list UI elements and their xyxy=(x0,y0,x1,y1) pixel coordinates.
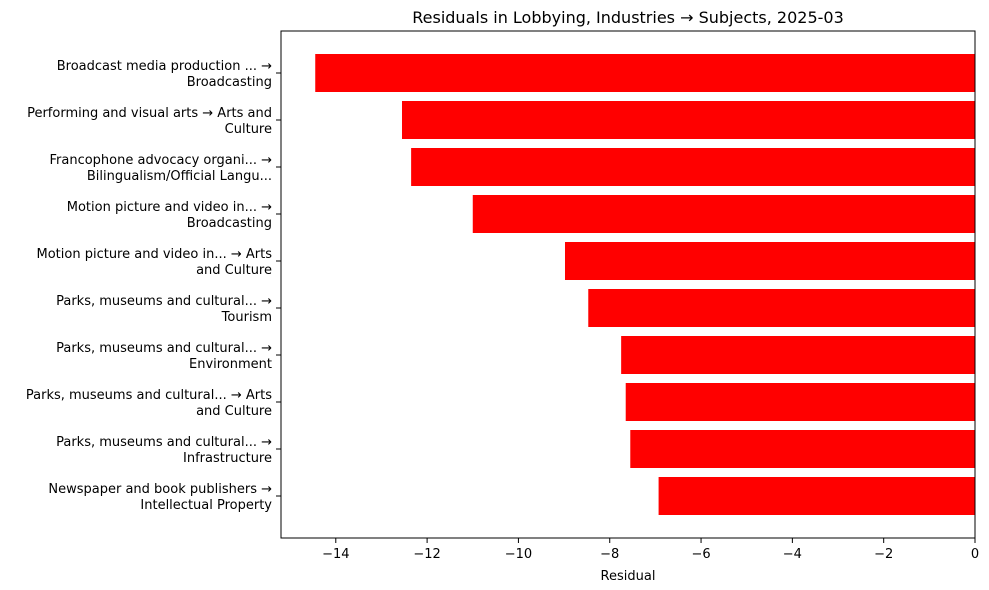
y-category-label: Motion picture and video in... → Arts and… xyxy=(37,247,273,278)
plot-frame xyxy=(280,30,976,539)
x-tick-label: −14 xyxy=(322,547,349,562)
x-ticks-group: −14 −12 −10 −8 −6 −4 −2 0 xyxy=(322,538,979,562)
y-category-label-line: Bilingualism/Official Langu... xyxy=(87,169,272,184)
y-category-label-line: Culture xyxy=(225,122,272,137)
y-category-label-line: Broadcast media production ... → xyxy=(57,59,272,74)
y-category-label-line: Parks, museums and cultural... → xyxy=(56,435,272,450)
bar xyxy=(630,430,975,468)
y-category-label-line: Environment xyxy=(189,357,272,372)
y-category-label: Parks, museums and cultural... → Tourism xyxy=(56,294,272,325)
y-category-label-line: Parks, museums and cultural... → xyxy=(56,341,272,356)
y-category-label-line: Francophone advocacy organi... → xyxy=(49,153,272,168)
bar xyxy=(411,148,975,186)
y-category-label-line: Motion picture and video in... → Arts xyxy=(37,247,273,262)
y-category-label: Parks, museums and cultural... → Environm… xyxy=(56,341,272,372)
y-category-label-line: and Culture xyxy=(196,263,272,278)
y-category-label-line: and Culture xyxy=(196,404,272,419)
y-category-label-line: Broadcasting xyxy=(187,216,272,231)
bar xyxy=(564,242,975,280)
bar xyxy=(401,101,975,139)
bar xyxy=(625,383,975,421)
x-tick-label: −12 xyxy=(413,547,440,562)
y-category-label-line: Infrastructure xyxy=(183,451,272,466)
y-category-label-line: Motion picture and video in... → xyxy=(67,200,272,215)
chart-title: Residuals in Lobbying, Industries → Subj… xyxy=(412,8,844,27)
bar xyxy=(472,195,975,233)
y-category-label-line: Broadcasting xyxy=(187,75,272,90)
y-category-label-line: Tourism xyxy=(221,310,272,325)
y-category-label-line: Intellectual Property xyxy=(140,498,272,513)
x-tick-label: −10 xyxy=(505,547,532,562)
y-category-label: Francophone advocacy organi... → Bilingua… xyxy=(49,153,272,184)
bar xyxy=(621,336,975,374)
bar xyxy=(588,289,975,327)
y-category-label-line: Newspaper and book publishers → xyxy=(48,482,272,497)
x-tick-label: 0 xyxy=(971,547,979,562)
x-tick-label: −6 xyxy=(691,547,710,562)
x-tick-label: −8 xyxy=(600,547,619,562)
y-category-label: Performing and visual arts → Arts and Cul… xyxy=(27,106,272,137)
x-tick-label: −2 xyxy=(874,547,893,562)
x-tick-label: −4 xyxy=(783,547,802,562)
y-category-label: Newspaper and book publishers → Intellect… xyxy=(48,482,272,513)
y-category-label: Parks, museums and cultural... → Arts and… xyxy=(26,388,272,419)
y-category-label-line: Parks, museums and cultural... → xyxy=(56,294,272,309)
y-category-label: Broadcast media production ... → Broadcas… xyxy=(57,59,272,90)
bars-group xyxy=(315,54,975,515)
y-category-label-line: Parks, museums and cultural... → Arts xyxy=(26,388,272,403)
y-category-label: Motion picture and video in... → Broadcas… xyxy=(67,200,272,231)
x-axis-label: Residual xyxy=(601,569,656,584)
y-category-label-line: Performing and visual arts → Arts and xyxy=(27,106,272,121)
bar xyxy=(658,477,975,515)
bar xyxy=(315,54,975,92)
y-labels-group: Broadcast media production ... → Broadcas… xyxy=(26,59,281,513)
y-category-label: Parks, museums and cultural... → Infrastr… xyxy=(56,435,272,466)
axes-group xyxy=(280,30,976,539)
